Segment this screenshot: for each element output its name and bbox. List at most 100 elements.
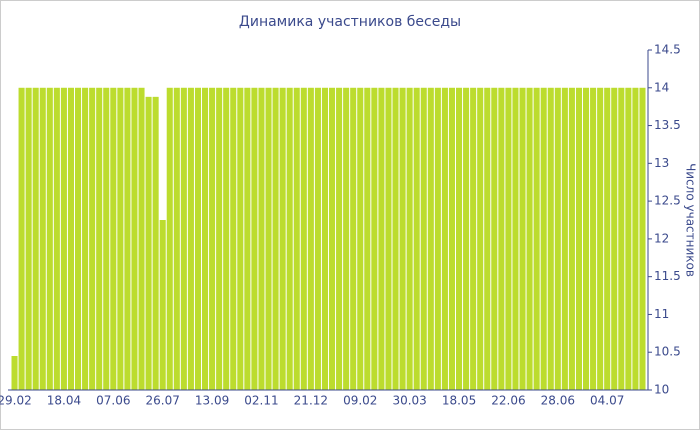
bar — [159, 220, 166, 390]
bar — [399, 87, 406, 391]
bar — [286, 87, 293, 391]
bar — [632, 87, 639, 391]
bar — [554, 87, 561, 391]
bar — [67, 87, 75, 391]
y-tick-label: 14.5 — [654, 43, 681, 57]
bar — [575, 87, 583, 391]
bar — [498, 87, 505, 391]
bar — [307, 87, 314, 391]
x-tick-label: 13.09 — [195, 394, 229, 408]
chart-title: Динамика участников беседы — [239, 14, 461, 30]
bar — [618, 87, 625, 391]
bar — [357, 87, 364, 391]
bar — [314, 87, 321, 391]
x-tick-label: 21.12 — [294, 394, 328, 408]
bar — [258, 87, 265, 391]
y-tick-label: 14 — [654, 80, 669, 94]
bar — [533, 87, 540, 391]
bar — [32, 87, 39, 391]
bar — [328, 87, 336, 391]
bar — [427, 87, 434, 391]
bar — [378, 87, 385, 391]
bar — [25, 87, 32, 391]
bar — [611, 87, 618, 391]
bar — [18, 87, 25, 391]
bar — [216, 87, 223, 391]
bar — [131, 87, 138, 391]
bar — [272, 87, 279, 391]
bar — [455, 87, 463, 391]
bar — [166, 87, 173, 391]
bar — [420, 87, 427, 391]
bar — [293, 87, 300, 391]
bar — [138, 87, 145, 391]
bar — [343, 87, 350, 391]
bar — [540, 87, 547, 391]
bar — [568, 87, 575, 391]
bar — [463, 87, 470, 391]
bar — [434, 87, 441, 391]
bar — [96, 87, 103, 391]
bar — [484, 87, 491, 391]
bar — [145, 96, 152, 390]
bar — [117, 87, 124, 391]
bar — [180, 87, 187, 391]
y-tick-label: 12.5 — [654, 194, 681, 208]
bar — [582, 87, 590, 391]
bar — [491, 87, 498, 391]
bar — [209, 87, 216, 391]
bar — [371, 87, 378, 391]
bar — [441, 87, 448, 391]
bar — [194, 87, 202, 391]
x-tick-label: 29.02 — [0, 394, 32, 408]
bar — [74, 87, 82, 391]
x-tick-label: 02.11 — [244, 394, 278, 408]
bar — [590, 87, 597, 391]
bar — [392, 87, 399, 391]
y-tick-label: 10 — [654, 383, 669, 397]
bar — [46, 87, 53, 391]
bar — [413, 87, 420, 391]
bar — [350, 87, 357, 391]
bar — [187, 87, 194, 391]
bar — [201, 87, 209, 391]
bar — [547, 87, 554, 391]
bar — [604, 87, 611, 391]
bar — [597, 87, 604, 391]
x-tick-label: 07.06 — [96, 394, 130, 408]
x-tick-label: 18.05 — [442, 394, 476, 408]
y-tick-label: 12 — [654, 231, 669, 245]
x-tick-label: 22.06 — [491, 394, 525, 408]
bar — [279, 87, 286, 391]
bar — [124, 87, 131, 391]
y-tick-label: 13.5 — [654, 118, 681, 132]
bar — [53, 87, 60, 391]
bar — [82, 87, 89, 391]
bar — [237, 87, 244, 391]
bar — [251, 87, 258, 391]
x-tick-label: 04.07 — [590, 394, 624, 408]
bar — [364, 87, 371, 391]
y-tick-label: 10.5 — [654, 345, 681, 359]
bar — [512, 87, 519, 391]
bar — [152, 96, 159, 390]
bar — [300, 87, 307, 391]
x-tick-label: 30.03 — [392, 394, 426, 408]
x-tick-label: 09.02 — [343, 394, 377, 408]
bar — [639, 87, 646, 391]
bar — [448, 87, 456, 391]
x-tick-label: 18.04 — [47, 394, 81, 408]
bar — [505, 87, 512, 391]
bar — [173, 87, 180, 391]
x-tick-label: 28.06 — [541, 394, 575, 408]
bar — [470, 87, 477, 391]
bar — [60, 87, 67, 391]
bar — [11, 356, 18, 390]
y-tick-label: 13 — [654, 156, 669, 170]
bar — [223, 87, 230, 391]
bar — [39, 87, 46, 391]
bar — [519, 87, 526, 391]
y-tick-label: 11.5 — [654, 269, 681, 283]
bar — [561, 87, 568, 391]
y-tick-label: 11 — [654, 307, 669, 321]
